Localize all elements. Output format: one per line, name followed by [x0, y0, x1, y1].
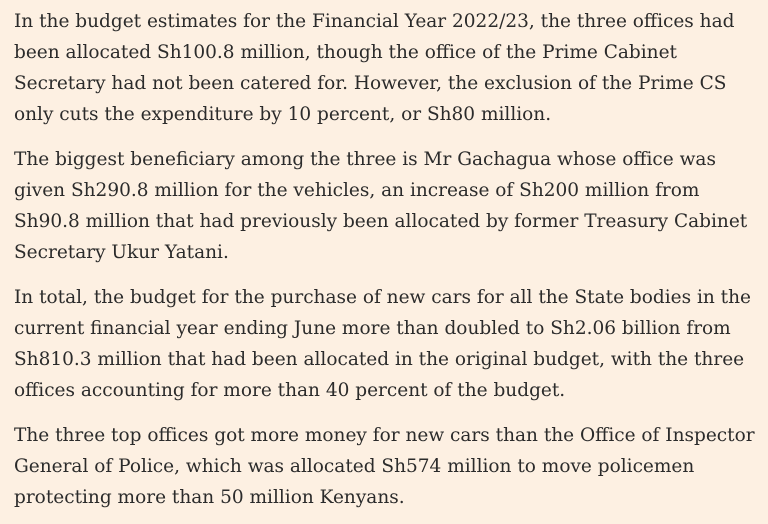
article-paragraph: In the budget estimates for the Financia…: [14, 11, 735, 125]
article-paragraph: The biggest beneficiary among the three …: [14, 149, 748, 263]
article-paragraph: The three top offices got more money for…: [14, 425, 755, 508]
article-paragraph: In total, the budget for the purchase of…: [14, 287, 751, 401]
